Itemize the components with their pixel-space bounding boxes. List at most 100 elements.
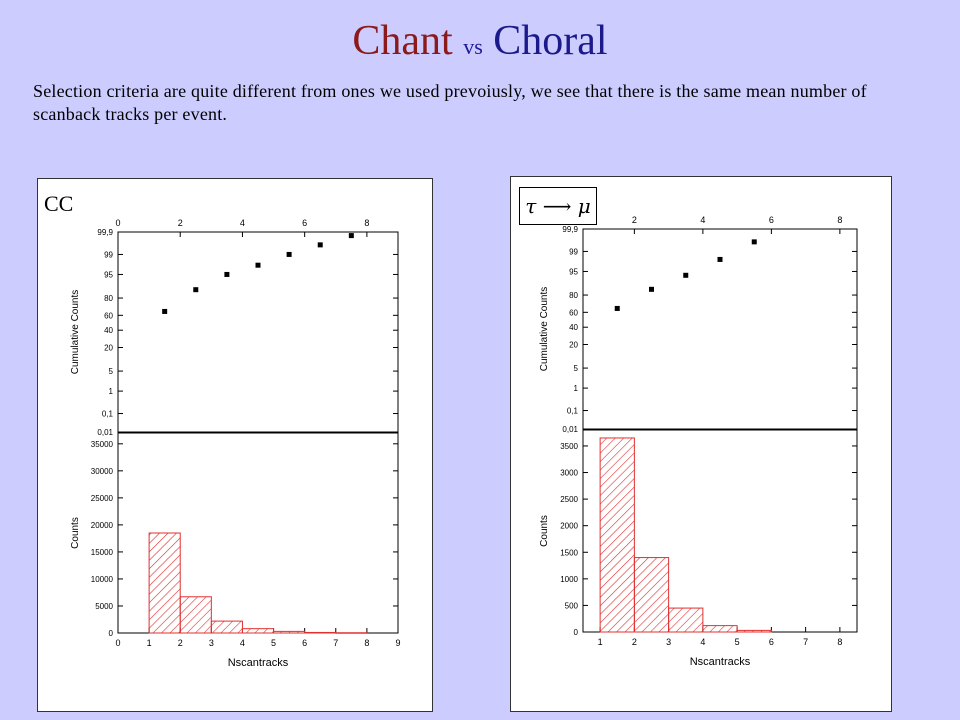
left-hist-xtick-label: 3 (209, 638, 214, 648)
left-cum-point (348, 233, 354, 239)
right-cum-point (751, 239, 757, 245)
right-hist-ytick-label: 0 (574, 628, 579, 637)
right-hist-ytick-label: 2000 (560, 522, 578, 531)
right-cum-ytick-label: 99 (569, 247, 578, 256)
right-cum-ytick-label: 0,01 (562, 425, 578, 434)
right-hist-xtick-label: 3 (666, 637, 671, 647)
left-cum-ytick-label: 80 (104, 294, 113, 303)
left-hist-xtick-label: 7 (333, 638, 338, 648)
left-hist-ytick-label: 5000 (95, 602, 113, 611)
left-hist-ytick-label: 15000 (91, 548, 114, 557)
right-hist-ylabel: Counts (539, 515, 550, 547)
title-word-chant: Chant (352, 18, 453, 64)
left-hist-bar (335, 632, 368, 634)
right-hist-ytick-label: 1000 (560, 575, 578, 584)
right-cum-point (614, 305, 620, 311)
right-cum-ytick-label: 40 (569, 323, 578, 332)
left-hist-xtick-label: 1 (147, 638, 152, 648)
left-hist-bar (304, 631, 337, 634)
right-hist-xtick-label: 4 (700, 637, 705, 647)
left-cum-point (255, 262, 261, 268)
left-hist-bar (273, 630, 306, 634)
title-word-vs: vs (463, 34, 483, 59)
right-hist-ytick-label: 3500 (560, 442, 578, 451)
right-hist-xtick-label: 6 (769, 637, 774, 647)
right-cum-ytick-label: 1 (574, 384, 579, 393)
right-top-tick-label: 4 (700, 215, 705, 225)
right-hist-bar (633, 557, 670, 633)
right-cumulative-frame (582, 228, 858, 430)
right-cum-ytick-label: 5 (574, 364, 579, 373)
right-hist-xtick-label: 5 (735, 637, 740, 647)
page-title: Chant vs Choral (0, 14, 960, 74)
left-cum-ytick-label: 60 (104, 311, 113, 320)
right-top-tick-label: 6 (769, 215, 774, 225)
title-word-choral: Choral (493, 18, 608, 64)
right-hist-bar (599, 437, 635, 633)
left-cum-ytick-label: 95 (104, 270, 113, 279)
left-cum-ytick-label: 99,9 (97, 228, 113, 237)
panel-label-tau-mu: τ ⟶ μ (519, 187, 597, 225)
left-cum-point (224, 271, 230, 277)
left-hist-xtick-label: 9 (395, 638, 400, 648)
right-hist-bar (702, 625, 738, 633)
right-hist-ytick-label: 500 (565, 601, 579, 610)
left-hist-ytick-label: 35000 (91, 440, 114, 449)
left-cum-ytick-label: 0,01 (97, 428, 113, 437)
left-hist-bar (241, 628, 275, 634)
right-cum-point (717, 256, 723, 262)
left-hist-xtick-label: 2 (178, 638, 183, 648)
page-subtitle: Selection criteria are quite different f… (33, 81, 867, 124)
right-hist-xtick-label: 2 (632, 637, 637, 647)
left-hist-xtick-label: 8 (364, 638, 369, 648)
left-hist-ylabel: Counts (70, 517, 81, 549)
left-top-tick-label: 4 (240, 218, 245, 228)
left-hist-bar (179, 596, 212, 634)
right-cum-ytick-label: 99,9 (562, 225, 578, 234)
left-cum-point (286, 251, 292, 257)
right-cum-ytick-label: 20 (569, 340, 578, 349)
left-cum-point (162, 308, 168, 314)
right-hist-ytick-label: 3000 (560, 469, 578, 478)
left-cum-ytick-label: 20 (104, 343, 113, 352)
left-top-tick-label: 6 (302, 218, 307, 228)
left-hist-xtick-label: 0 (115, 638, 120, 648)
left-top-tick-label: 2 (178, 218, 183, 228)
right-top-tick-label: 8 (837, 215, 842, 225)
left-hist-ytick-label: 20000 (91, 521, 114, 530)
right-cum-point (683, 272, 689, 278)
right-hist-bar (668, 607, 704, 633)
left-hist-ytick-label: 10000 (91, 575, 114, 584)
right-hist-ytick-label: 1500 (560, 548, 578, 557)
panel-label-cc: CC (44, 191, 74, 216)
right-hist-xtick-label: 8 (837, 637, 842, 647)
right-hist-xtick-label: 1 (598, 637, 603, 647)
right-cum-ytick-label: 0,1 (567, 407, 579, 416)
left-hist-ytick-label: 25000 (91, 494, 114, 503)
left-cum-ytick-label: 40 (104, 326, 113, 335)
chart-panel-right: 0,01 0,1 1 5 20 40 60 80 95 99 99,9 2 4 6 8 Cumulative … (510, 176, 892, 712)
left-hist-bar (148, 532, 181, 634)
right-cum-ytick-label: 80 (569, 291, 578, 300)
right-top-tick-label: 2 (632, 215, 637, 225)
right-hist-xtick-label: 7 (803, 637, 808, 647)
left-hist-bar (210, 620, 243, 634)
right-hist-ytick-label: 2500 (560, 495, 578, 504)
right-cum-ylabel: Cumulative Counts (539, 287, 550, 371)
chart-panel-left: 0,01 0,1 1 5 20 40 60 80 95 99 99,9 0 2 4 6 8 Cumulative… (37, 178, 433, 712)
left-hist-xtick-label: 4 (240, 638, 245, 648)
left-cum-point (317, 242, 323, 248)
left-hist-ytick-label: 30000 (91, 467, 114, 476)
right-cum-ytick-label: 60 (569, 308, 578, 317)
right-hist-xlabel: Nscantracks (690, 656, 751, 668)
right-hist-bar (736, 629, 772, 633)
left-hist-xlabel: Nscantracks (228, 657, 289, 669)
left-cum-ytick-label: 5 (109, 367, 114, 376)
left-cumulative-frame (117, 231, 399, 433)
left-hist-xtick-label: 6 (302, 638, 307, 648)
left-cum-point (193, 287, 199, 293)
left-cum-ytick-label: 1 (109, 387, 114, 396)
right-cum-point (649, 286, 654, 292)
